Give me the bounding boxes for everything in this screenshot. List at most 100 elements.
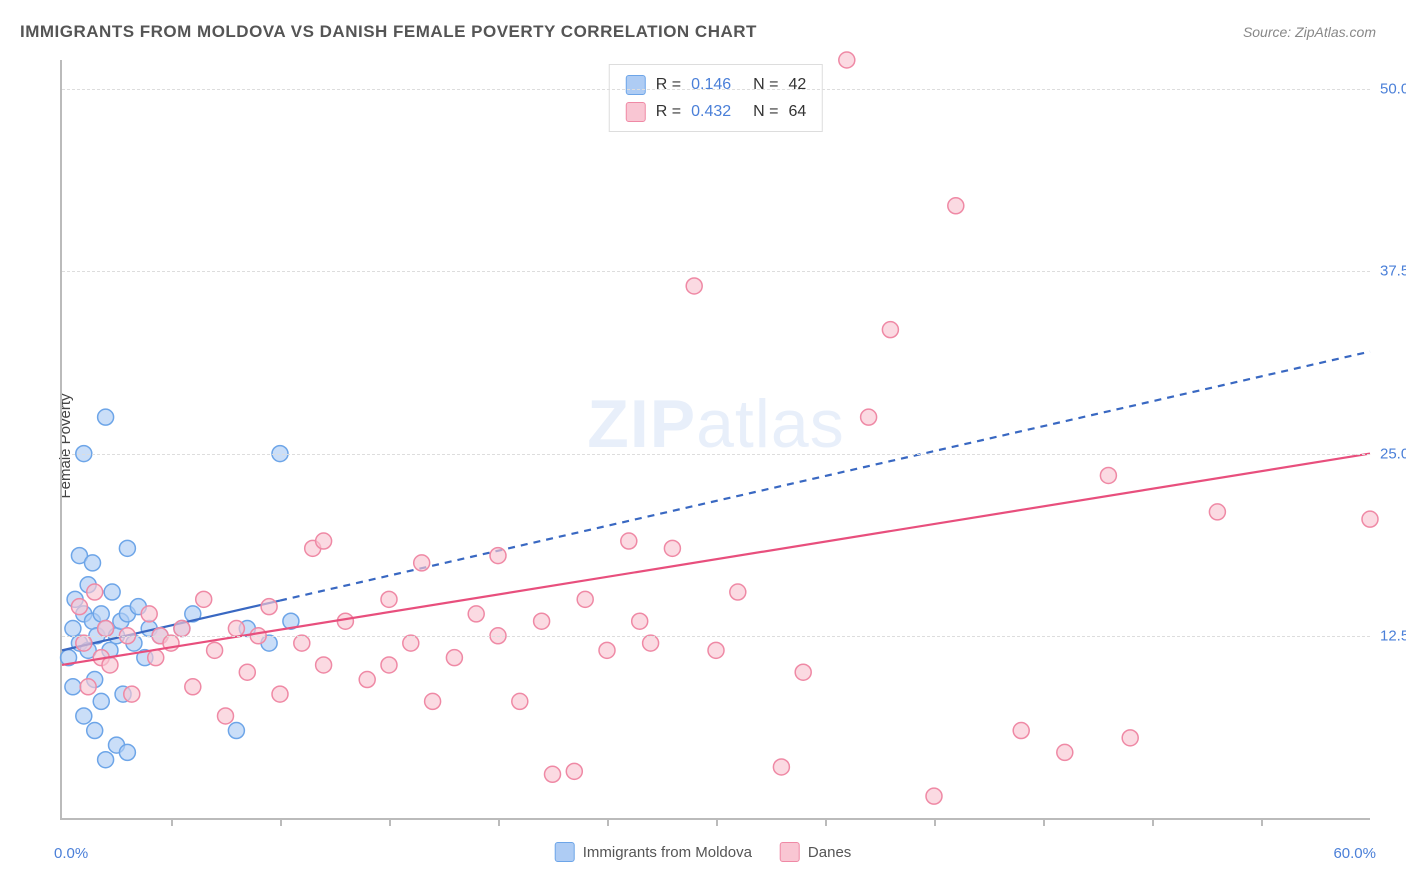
data-point <box>730 584 746 600</box>
legend-item-2: Danes <box>780 842 851 862</box>
x-tick <box>1043 818 1046 826</box>
data-point <box>545 766 561 782</box>
data-point <box>87 584 103 600</box>
data-point <box>381 591 397 607</box>
data-point <box>119 540 135 556</box>
y-tick-label: 50.0% <box>1380 81 1406 98</box>
data-point <box>566 763 582 779</box>
data-point <box>85 555 101 571</box>
data-point <box>98 752 114 768</box>
data-point <box>839 52 855 68</box>
data-point <box>773 759 789 775</box>
data-point <box>1100 467 1116 483</box>
data-point <box>414 555 430 571</box>
data-point <box>861 409 877 425</box>
data-point <box>228 621 244 637</box>
data-point <box>87 723 103 739</box>
data-point <box>643 635 659 651</box>
data-point <box>632 613 648 629</box>
x-axis-origin-label: 0.0% <box>54 845 88 862</box>
data-point <box>141 606 157 622</box>
data-point <box>468 606 484 622</box>
data-point <box>104 584 120 600</box>
data-point <box>926 788 942 804</box>
x-tick <box>498 818 501 826</box>
data-point <box>708 642 724 658</box>
chart-title: IMMIGRANTS FROM MOLDOVA VS DANISH FEMALE… <box>20 22 757 42</box>
x-tick <box>171 818 174 826</box>
gridline <box>62 636 1370 637</box>
plot-svg <box>62 60 1370 818</box>
gridline <box>62 271 1370 272</box>
bottom-legend: Immigrants from Moldova Danes <box>555 842 852 862</box>
y-tick-label: 37.5% <box>1380 263 1406 280</box>
data-point <box>403 635 419 651</box>
data-point <box>76 708 92 724</box>
data-point <box>446 650 462 666</box>
x-tick <box>934 818 937 826</box>
y-tick-label: 12.5% <box>1380 627 1406 644</box>
trend-line-dashed <box>280 352 1370 601</box>
data-point <box>948 198 964 214</box>
data-point <box>119 744 135 760</box>
x-tick <box>280 818 283 826</box>
data-point <box>316 657 332 673</box>
data-point <box>599 642 615 658</box>
data-point <box>93 693 109 709</box>
data-point <box>239 664 255 680</box>
data-point <box>882 322 898 338</box>
data-point <box>425 693 441 709</box>
data-point <box>686 278 702 294</box>
legend-swatch-1 <box>555 842 575 862</box>
data-point <box>174 621 190 637</box>
data-point <box>185 679 201 695</box>
data-point <box>1209 504 1225 520</box>
legend-swatch-2 <box>780 842 800 862</box>
trend-line <box>62 454 1370 665</box>
x-tick <box>716 818 719 826</box>
data-point <box>102 657 118 673</box>
legend-label-1: Immigrants from Moldova <box>583 844 752 861</box>
data-point <box>196 591 212 607</box>
data-point <box>76 635 92 651</box>
data-point <box>124 686 140 702</box>
data-point <box>621 533 637 549</box>
data-point <box>218 708 234 724</box>
x-tick <box>1152 818 1155 826</box>
data-point <box>272 686 288 702</box>
source-attribution: Source: ZipAtlas.com <box>1243 24 1376 40</box>
data-point <box>381 657 397 673</box>
data-point <box>98 621 114 637</box>
data-point <box>71 599 87 615</box>
legend-item-1: Immigrants from Moldova <box>555 842 752 862</box>
data-point <box>1362 511 1378 527</box>
data-point <box>795 664 811 680</box>
legend-label-2: Danes <box>808 844 851 861</box>
data-point <box>1122 730 1138 746</box>
data-point <box>80 679 96 695</box>
y-tick-label: 25.0% <box>1380 445 1406 462</box>
data-point <box>664 540 680 556</box>
data-point <box>1013 723 1029 739</box>
x-axis-end-label: 60.0% <box>1333 845 1376 862</box>
data-point <box>512 693 528 709</box>
x-tick <box>607 818 610 826</box>
data-point <box>228 723 244 739</box>
data-point <box>207 642 223 658</box>
data-point <box>65 621 81 637</box>
data-point <box>577 591 593 607</box>
data-point <box>337 613 353 629</box>
data-point <box>359 672 375 688</box>
data-point <box>294 635 310 651</box>
plot-area: ZIPatlas R = 0.146 N = 42 R = 0.432 N = … <box>60 60 1370 820</box>
gridline <box>62 89 1370 90</box>
data-point <box>261 599 277 615</box>
data-point <box>98 409 114 425</box>
data-point <box>490 548 506 564</box>
gridline <box>62 454 1370 455</box>
data-point <box>148 650 164 666</box>
data-point <box>1057 744 1073 760</box>
x-tick <box>389 818 392 826</box>
data-point <box>316 533 332 549</box>
data-point <box>93 606 109 622</box>
